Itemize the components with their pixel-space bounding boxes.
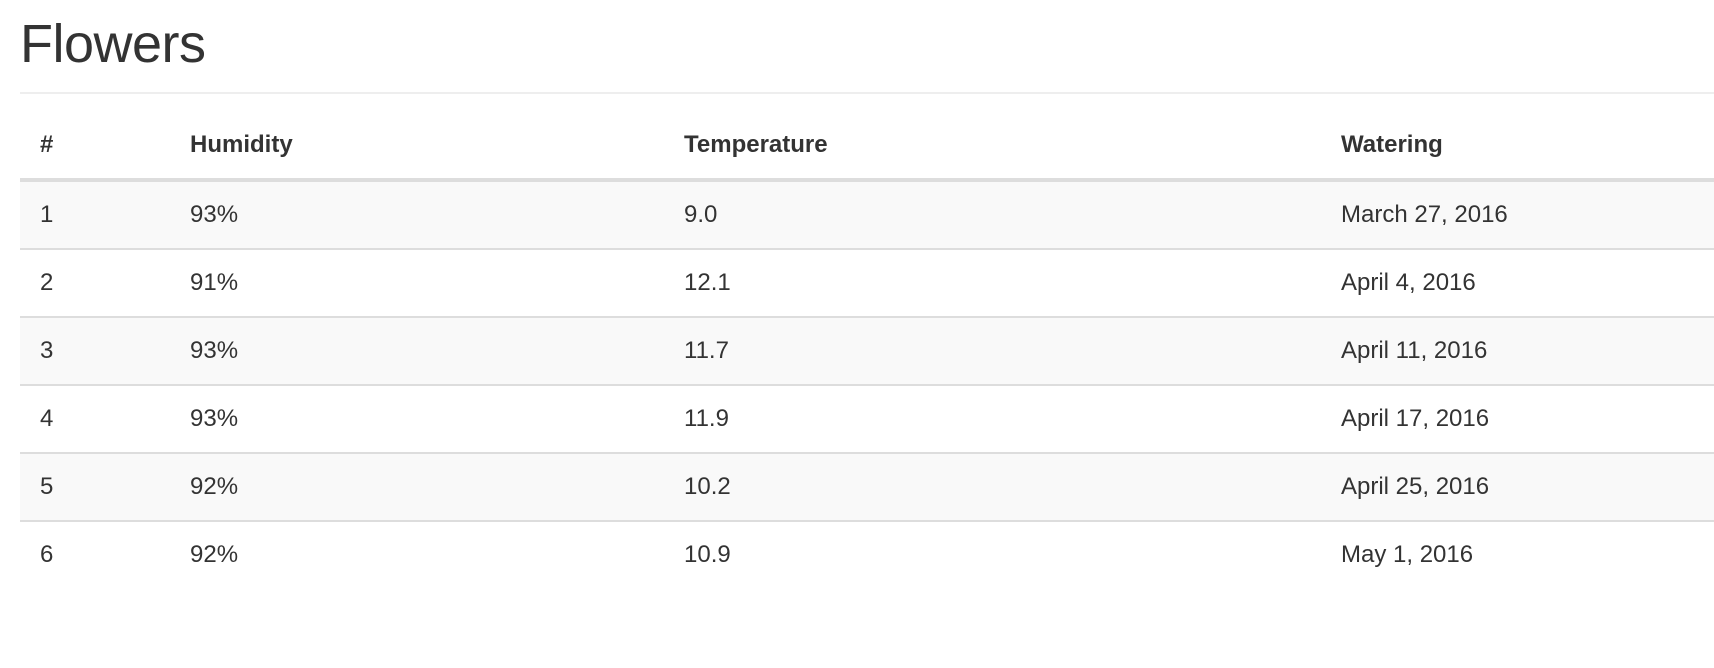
- cell-number: 5: [20, 453, 170, 522]
- table-row: 2 91% 12.1 April 4, 2016: [20, 249, 1714, 318]
- cell-temperature: 11.9: [664, 385, 1321, 454]
- table-body: 1 93% 9.0 March 27, 2016 2 91% 12.1 Apri…: [20, 180, 1714, 588]
- cell-number: 3: [20, 317, 170, 386]
- cell-temperature: 12.1: [664, 249, 1321, 318]
- cell-temperature: 9.0: [664, 180, 1321, 250]
- cell-temperature: 11.7: [664, 317, 1321, 386]
- table-row: 3 93% 11.7 April 11, 2016: [20, 317, 1714, 386]
- cell-humidity: 93%: [170, 180, 664, 250]
- table-row: 6 92% 10.9 May 1, 2016: [20, 521, 1714, 588]
- cell-number: 6: [40, 541, 54, 568]
- table-row: 5 92% 10.2 April 25, 2016: [20, 453, 1714, 522]
- cell-number: 1: [20, 180, 170, 250]
- flowers-table: # Humidity Temperature Watering 1 93% 9.…: [20, 112, 1714, 588]
- cell-watering: April 17, 2016: [1321, 385, 1714, 454]
- column-header-temperature: Temperature: [664, 112, 1321, 182]
- column-header-humidity: Humidity: [170, 112, 664, 182]
- table-header: # Humidity Temperature Watering: [20, 112, 1714, 182]
- title-divider: [20, 92, 1714, 94]
- page-title: Flowers: [20, 14, 206, 74]
- cell-number: 4: [20, 385, 170, 454]
- column-header-number: #: [20, 112, 170, 182]
- cell-watering: May 1, 2016: [1341, 541, 1474, 568]
- cell-number: 2: [20, 249, 170, 318]
- cell-humidity: 92%: [190, 541, 239, 568]
- cell-watering: April 4, 2016: [1321, 249, 1714, 318]
- table-header-row: # Humidity Temperature Watering: [20, 112, 1714, 182]
- cell-watering: April 11, 2016: [1321, 317, 1714, 386]
- cell-temperature: 10.9: [684, 541, 731, 568]
- cell-watering: March 27, 2016: [1321, 180, 1714, 250]
- cell-humidity: 92%: [170, 453, 664, 522]
- cell-humidity: 93%: [170, 317, 664, 386]
- page-container: Flowers # Humidity Temperature Watering …: [20, 0, 1714, 588]
- cell-watering: April 25, 2016: [1321, 453, 1714, 522]
- cell-humidity: 93%: [170, 385, 664, 454]
- cell-temperature: 10.2: [664, 453, 1321, 522]
- cell-humidity: 91%: [170, 249, 664, 318]
- table-row: 4 93% 11.9 April 17, 2016: [20, 385, 1714, 454]
- table-row: 1 93% 9.0 March 27, 2016: [20, 180, 1714, 250]
- column-header-watering: Watering: [1321, 112, 1714, 182]
